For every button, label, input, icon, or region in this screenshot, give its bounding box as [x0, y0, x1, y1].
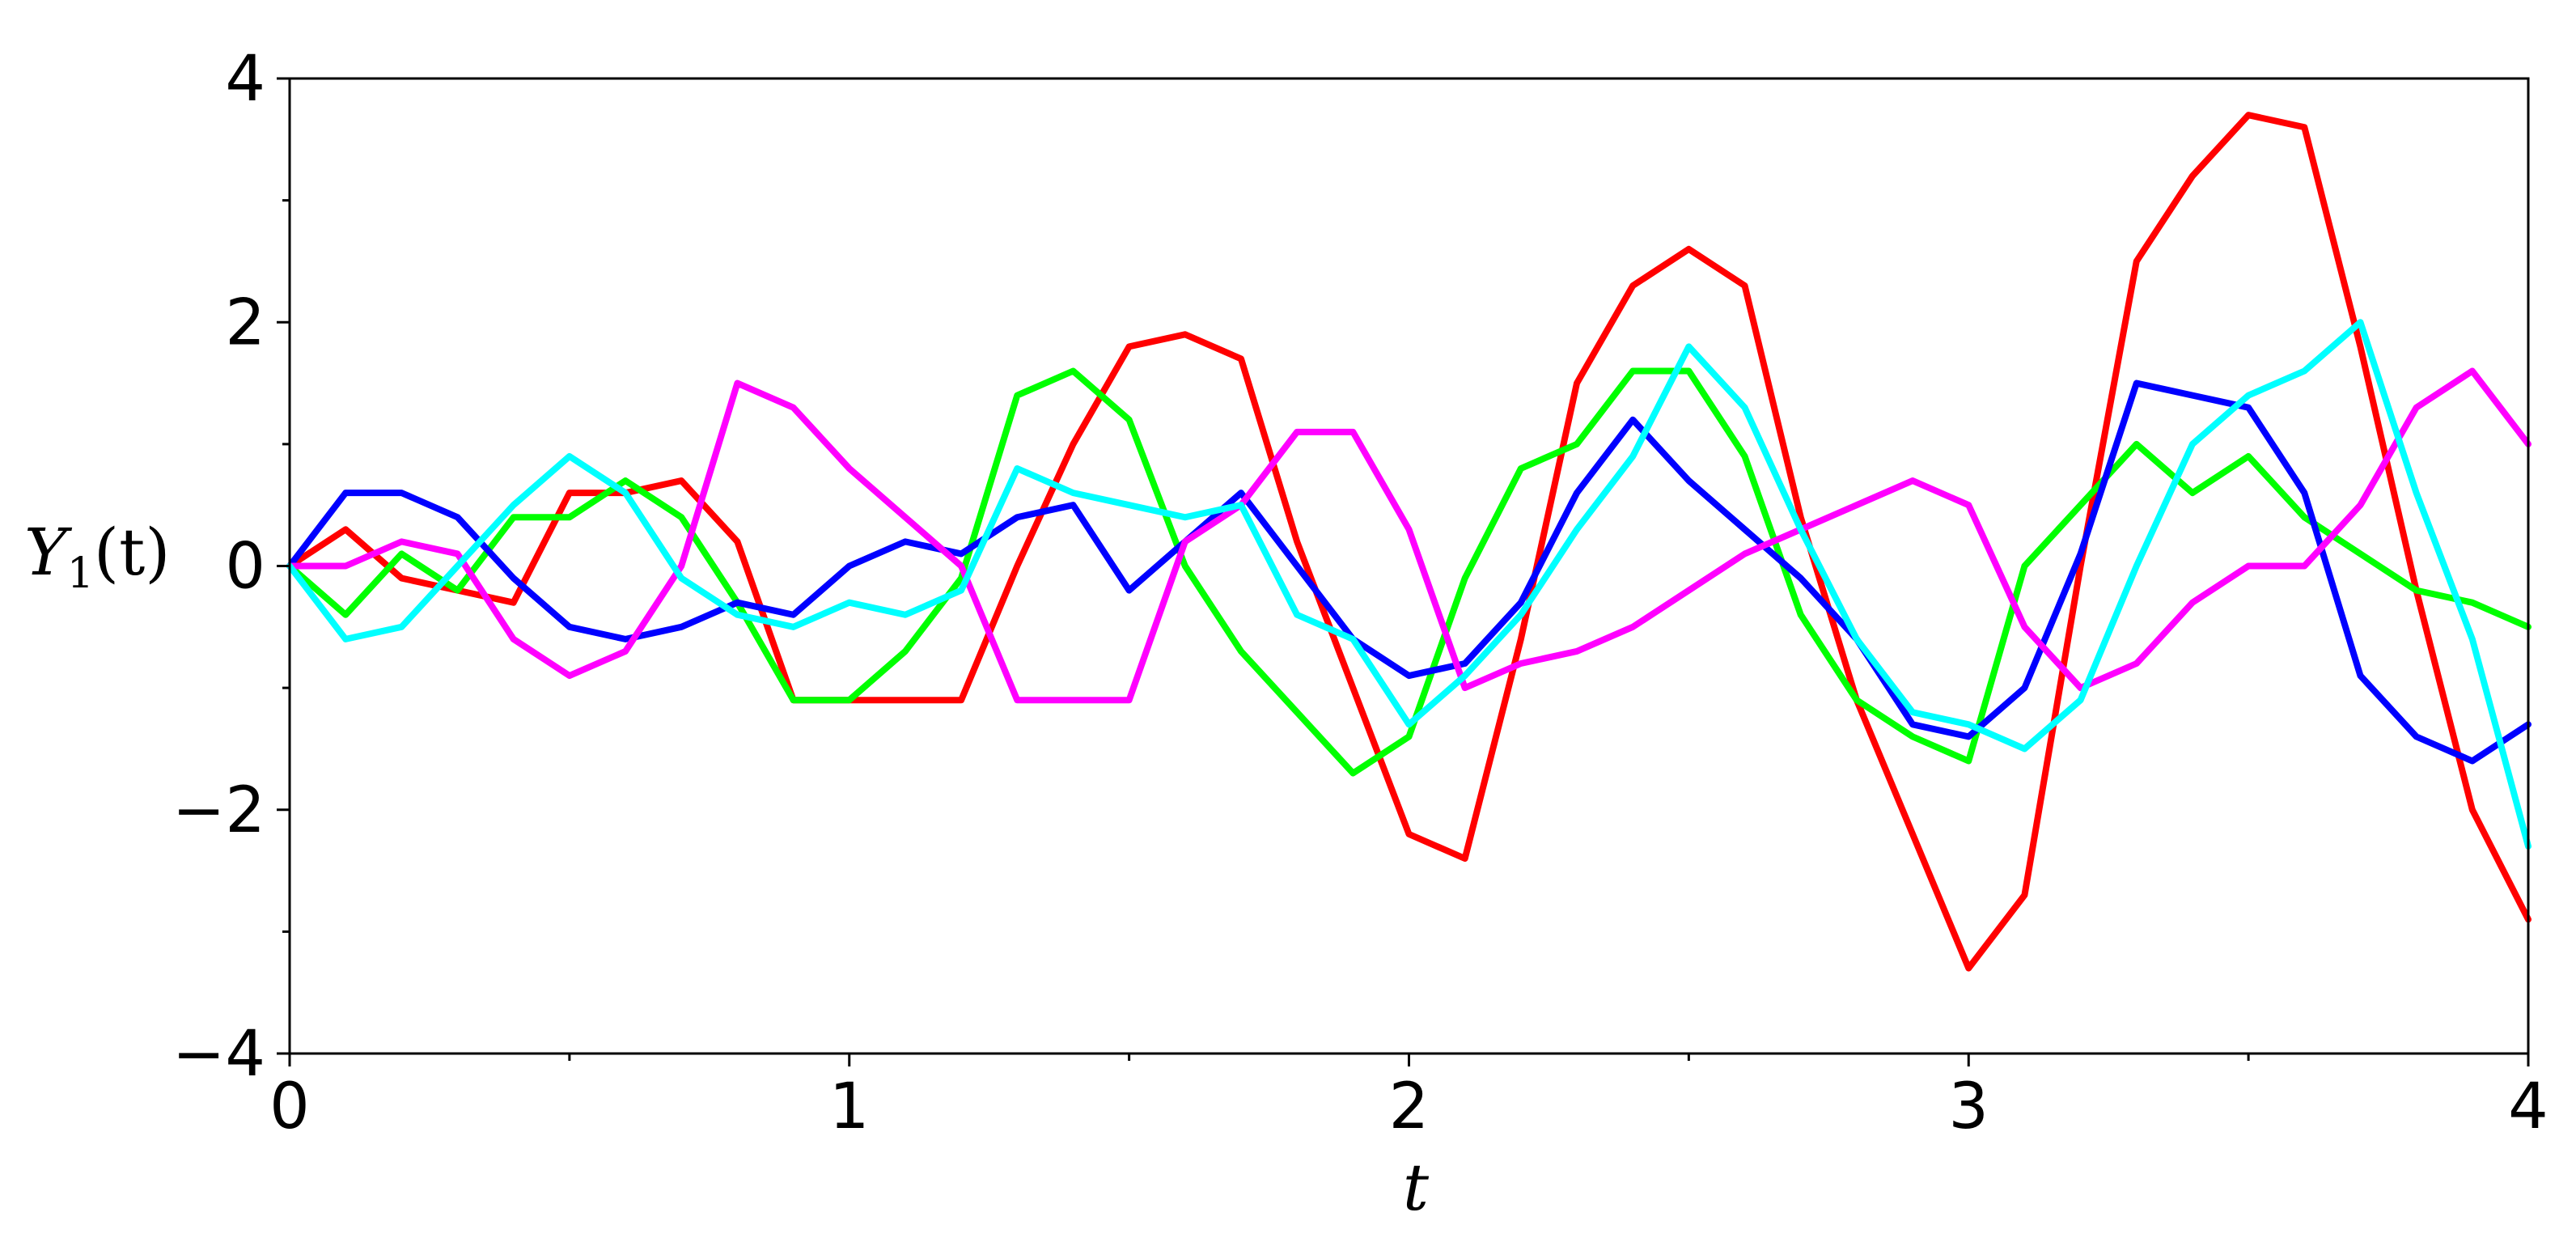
y-tick-label: 4: [225, 43, 265, 116]
y-axis-label-subscript: 1: [67, 549, 94, 598]
x-axis-label: t: [1403, 1150, 1430, 1225]
series-line-5: [286, 319, 2532, 850]
y-axis-label-arg-text: (t): [94, 515, 171, 590]
y-tick-label: 2: [225, 286, 265, 359]
x-tick-label: 1: [829, 1071, 870, 1143]
plot-lines: [286, 112, 2532, 972]
x-tick-label: 0: [269, 1071, 310, 1143]
x-tick-label: 2: [1389, 1071, 1430, 1143]
y-axis-label: Y1(t): [24, 515, 170, 598]
series-line-1: [286, 112, 2532, 972]
y-tick-label: 0: [225, 531, 265, 604]
axis-ticks: [277, 77, 2530, 1066]
y-tick-label: −2: [172, 774, 265, 847]
plot-frame: [288, 77, 2530, 1055]
series-line-3: [286, 379, 2532, 765]
series-line-4: [286, 367, 2532, 704]
tick-labels: 0 1 2 3 4 −4 −2 0 2 4: [172, 43, 2548, 1143]
y-axis-label-argument: (t): [94, 515, 171, 590]
y-axis-label-base: Y: [24, 515, 73, 590]
x-tick-label: 4: [2508, 1071, 2548, 1143]
x-tick-label: 3: [1948, 1071, 1989, 1143]
series-line-2: [286, 367, 2532, 777]
y-tick-label: −4: [172, 1018, 265, 1091]
